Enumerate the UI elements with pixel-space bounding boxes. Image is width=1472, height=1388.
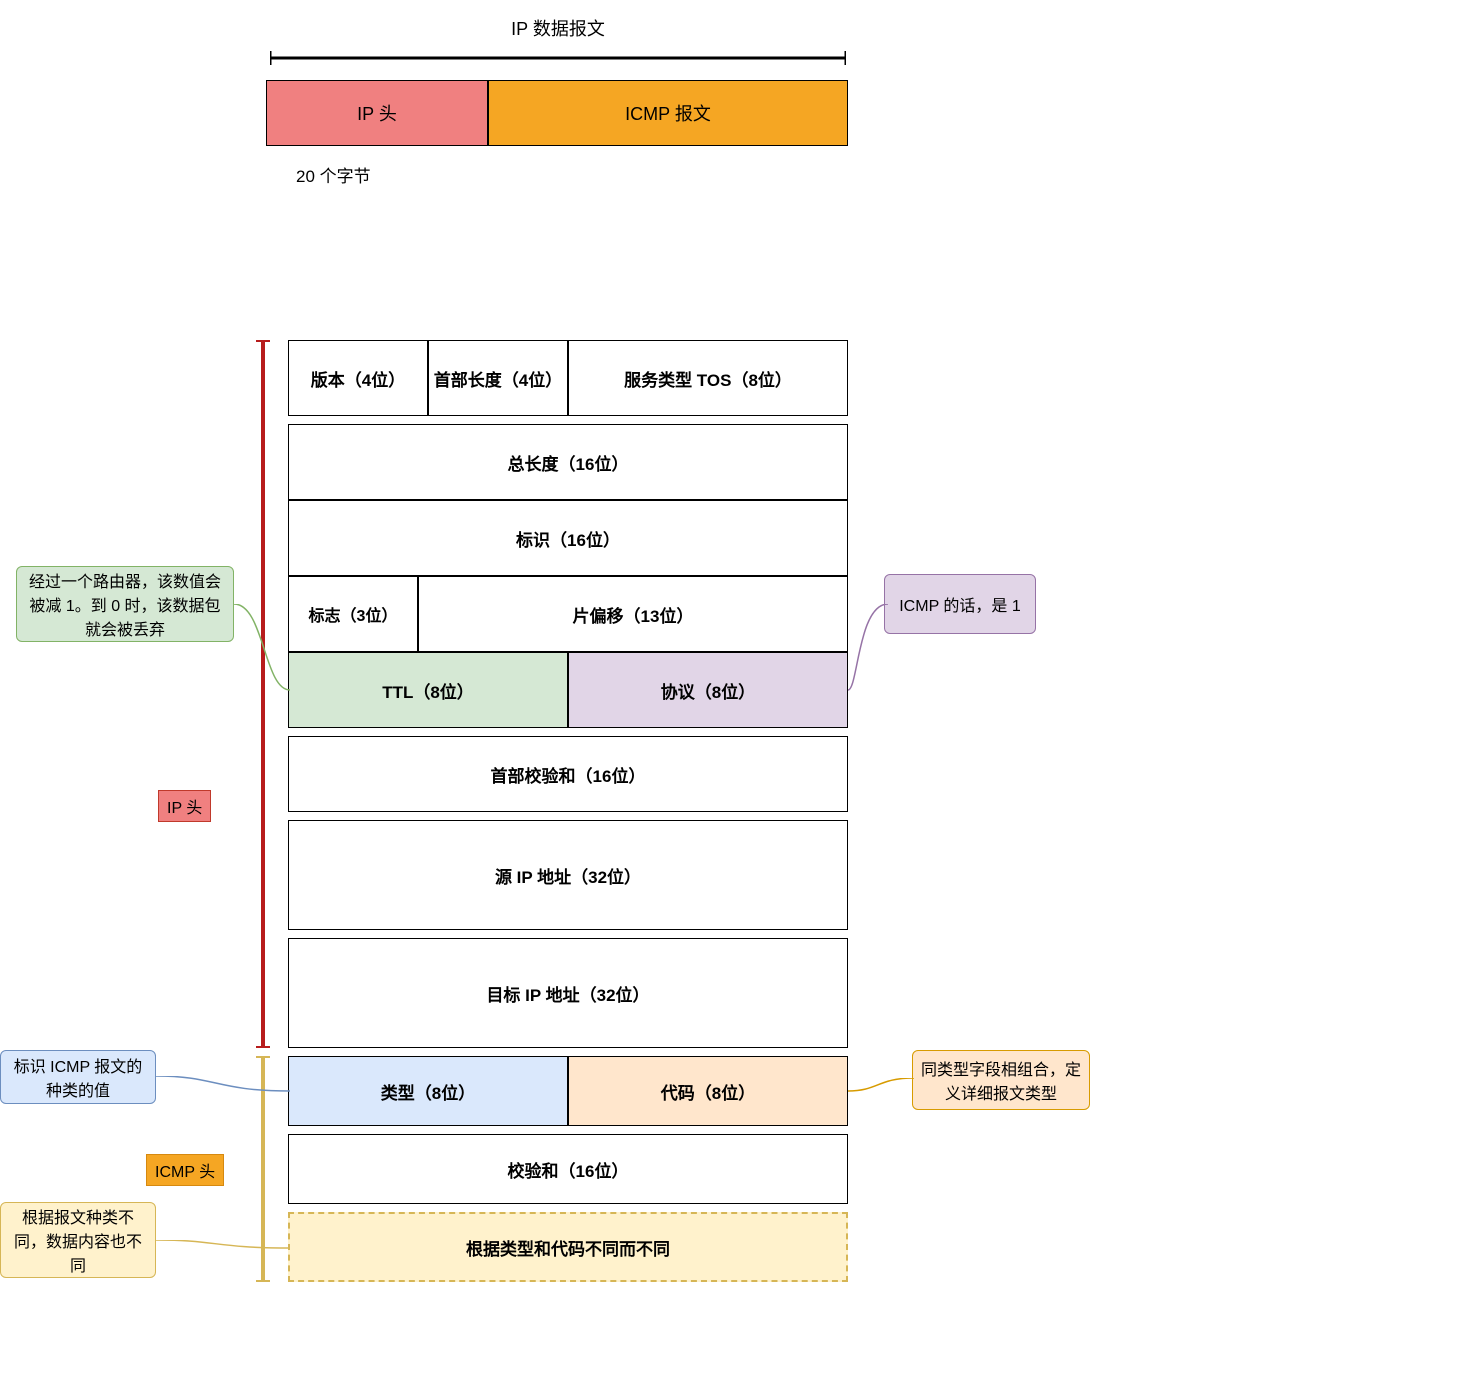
cell-id: 标识（16位） — [288, 500, 848, 576]
callout-ttl-line — [234, 604, 290, 694]
cell-ihl: 首部长度（4位） — [428, 340, 568, 416]
cell-type-label: 类型（8位） — [381, 1079, 475, 1104]
cell-dstip-label: 目标 IP 地址（32位） — [486, 981, 649, 1006]
callout-ttl: 经过一个路由器，该数值会被减 1。到 0 时，该数据包就会被丢弃 — [16, 566, 234, 642]
callout-data-line — [156, 1240, 290, 1252]
cell-total-len-label: 总长度（16位） — [508, 450, 629, 475]
callout-data-label: 根据报文种类不同，数据内容也不同 — [9, 1204, 147, 1276]
callout-code-line — [848, 1078, 914, 1094]
top-bracket — [270, 48, 846, 68]
callout-code-label: 同类型字段相组合，定义详细报文类型 — [921, 1056, 1081, 1104]
cell-icmp-chk-label: 校验和（16位） — [508, 1157, 629, 1182]
callout-type: 标识 ICMP 报文的种类的值 — [0, 1050, 156, 1104]
cell-srcip: 源 IP 地址（32位） — [288, 820, 848, 930]
callout-protocol-line — [848, 604, 888, 694]
ip-bracket — [250, 340, 272, 1048]
cell-data: 根据类型和代码不同而不同 — [288, 1212, 848, 1282]
top-icmp-label: ICMP 报文 — [625, 100, 711, 126]
cell-tos-label: 服务类型 TOS（8位） — [624, 366, 792, 391]
cell-id-label: 标识（16位） — [516, 526, 620, 551]
ip-head-tag-label: IP 头 — [167, 794, 202, 818]
top-ip-head-label: IP 头 — [357, 100, 397, 126]
cell-version-label: 版本（4位） — [311, 366, 405, 391]
callout-ttl-label: 经过一个路由器，该数值会被减 1。到 0 时，该数据包就会被丢弃 — [25, 568, 225, 640]
cell-ihl-label: 首部长度（4位） — [434, 366, 562, 391]
callout-type-label: 标识 ICMP 报文的种类的值 — [9, 1053, 147, 1101]
cell-frag: 片偏移（13位） — [418, 576, 848, 652]
callout-code: 同类型字段相组合，定义详细报文类型 — [912, 1050, 1090, 1110]
cell-type: 类型（8位） — [288, 1056, 568, 1126]
top-subtitle: 20 个字节 — [296, 162, 371, 187]
cell-ttl: TTL（8位） — [288, 652, 568, 728]
cell-version: 版本（4位） — [288, 340, 428, 416]
cell-protocol-label: 协议（8位） — [661, 678, 755, 703]
cell-code-label: 代码（8位） — [661, 1079, 755, 1104]
cell-protocol: 协议（8位） — [568, 652, 848, 728]
cell-total-len: 总长度（16位） — [288, 424, 848, 500]
cell-frag-label: 片偏移（13位） — [573, 602, 694, 627]
cell-flags-label: 标志（3位） — [309, 602, 398, 626]
cell-srcip-label: 源 IP 地址（32位） — [495, 863, 641, 888]
cell-checksum-label: 首部校验和（16位） — [491, 762, 646, 787]
callout-protocol-label: ICMP 的话，是 1 — [899, 592, 1021, 616]
cell-tos: 服务类型 TOS（8位） — [568, 340, 848, 416]
cell-ttl-label: TTL（8位） — [382, 678, 474, 703]
top-icmp-box: ICMP 报文 — [488, 80, 848, 146]
cell-icmp-chk: 校验和（16位） — [288, 1134, 848, 1204]
ip-head-tag: IP 头 — [158, 790, 211, 822]
cell-dstip: 目标 IP 地址（32位） — [288, 938, 848, 1048]
top-ip-head-box: IP 头 — [266, 80, 488, 146]
icmp-head-tag-label: ICMP 头 — [155, 1158, 215, 1182]
cell-checksum: 首部校验和（16位） — [288, 736, 848, 812]
callout-type-line — [156, 1076, 290, 1094]
callout-data: 根据报文种类不同，数据内容也不同 — [0, 1202, 156, 1278]
top-title: IP 数据报文 — [270, 15, 846, 41]
callout-protocol: ICMP 的话，是 1 — [884, 574, 1036, 634]
cell-code: 代码（8位） — [568, 1056, 848, 1126]
icmp-head-tag: ICMP 头 — [146, 1154, 224, 1186]
cell-data-label: 根据类型和代码不同而不同 — [466, 1235, 670, 1260]
cell-flags: 标志（3位） — [288, 576, 418, 652]
